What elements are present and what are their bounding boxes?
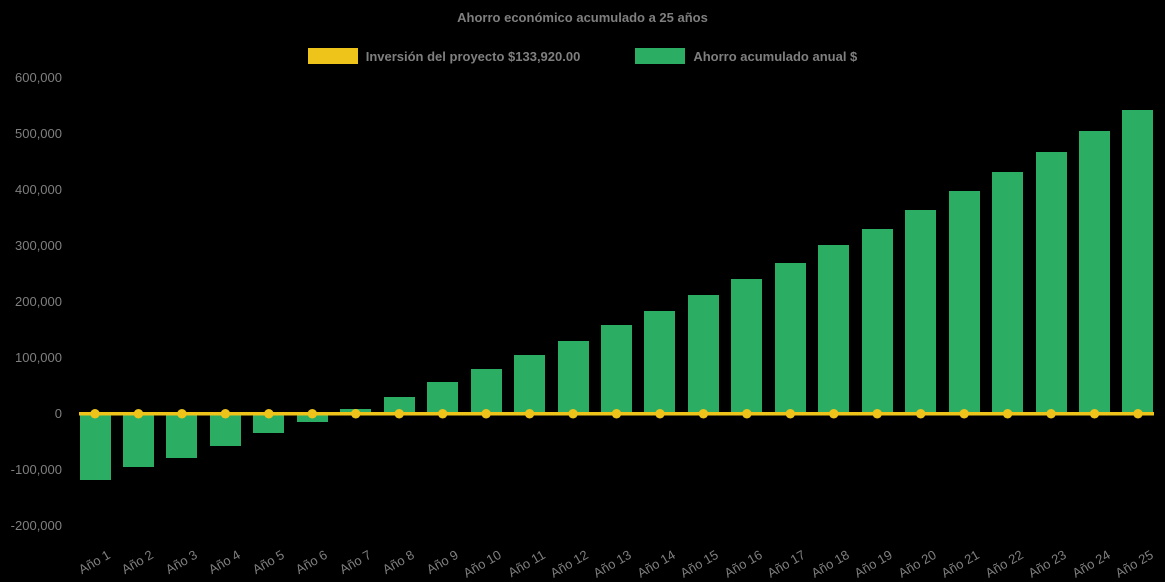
legend-label-investment: Inversión del proyecto $133,920.00 <box>365 48 581 64</box>
y-axis-tick-label: 600,000 <box>15 70 62 86</box>
bar-año-8 <box>383 396 415 414</box>
investment-swatch-icon <box>307 48 358 64</box>
bar-año-15 <box>687 294 719 414</box>
legend-label-savings: Ahorro acumulado anual $ <box>693 48 858 64</box>
y-axis-tick-label: -100,000 <box>10 461 62 477</box>
chart-title: Ahorro económico acumulado a 25 años <box>457 10 708 25</box>
bar-año-9 <box>427 382 459 414</box>
legend-item-savings: Ahorro acumulado anual $ <box>635 48 857 64</box>
bar-año-13 <box>600 325 632 414</box>
bar-año-17 <box>774 262 806 414</box>
bar-año-11 <box>514 355 546 414</box>
y-axis-tick-label: 0 <box>54 405 62 421</box>
bar-año-19 <box>861 229 893 414</box>
y-axis-tick-label: 500,000 <box>15 126 62 142</box>
bar-año-20 <box>905 209 937 414</box>
y-axis-tick-label: 100,000 <box>15 349 62 365</box>
savings-swatch-icon <box>635 48 686 64</box>
bar-año-23 <box>1035 152 1067 414</box>
y-axis-tick-label: -200,000 <box>10 517 62 533</box>
y-axis-tick-label: 300,000 <box>15 237 62 253</box>
bar-año-12 <box>557 341 589 414</box>
bar-año-7 <box>340 408 372 414</box>
bar-año-6 <box>296 413 328 423</box>
y-axis-tick-label: 400,000 <box>15 182 62 198</box>
bar-año-1 <box>79 413 111 480</box>
bar-año-22 <box>992 172 1024 414</box>
bar-año-16 <box>731 278 763 414</box>
legend: Inversión del proyecto $133,920.00 Ahorr… <box>0 48 1165 64</box>
bar-año-14 <box>644 311 676 414</box>
legend-item-investment: Inversión del proyecto $133,920.00 <box>307 48 581 64</box>
bar-año-3 <box>166 413 198 458</box>
bar-año-24 <box>1079 131 1111 414</box>
y-axis-tick-label: 200,000 <box>15 293 62 309</box>
bar-año-25 <box>1122 109 1154 414</box>
bar-año-10 <box>470 369 502 414</box>
bar-año-21 <box>948 190 980 414</box>
bar-año-5 <box>253 413 285 434</box>
bar-año-18 <box>818 244 850 414</box>
bar-año-4 <box>209 413 241 446</box>
bar-año-2 <box>122 413 154 468</box>
